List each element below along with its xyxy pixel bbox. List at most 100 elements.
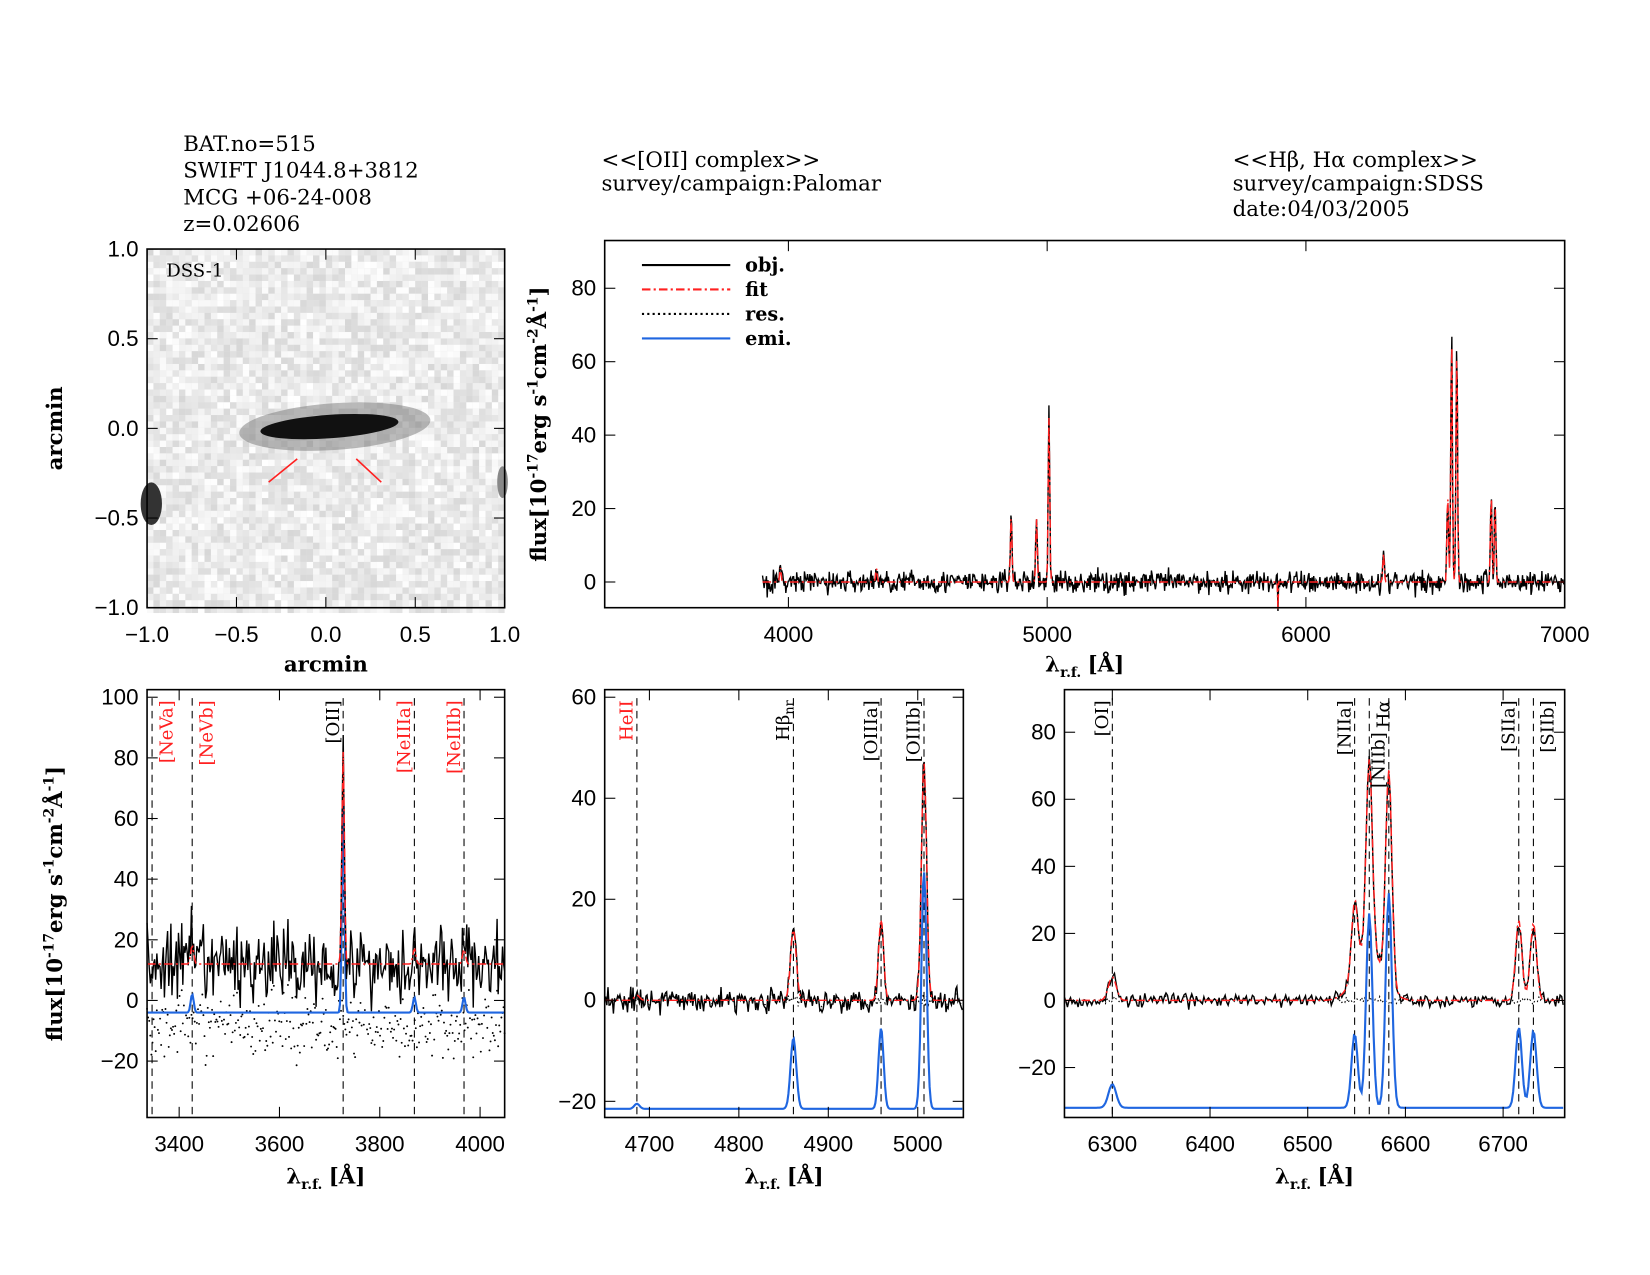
image-pixel [172, 370, 179, 377]
image-pixel [396, 517, 403, 524]
image-pixel [357, 568, 365, 575]
residual-point [198, 1022, 201, 1025]
image-pixel [453, 383, 460, 390]
image-pixel [415, 383, 422, 390]
image-pixel [236, 549, 243, 556]
image-pixel [389, 344, 397, 352]
image-pixel [325, 587, 333, 594]
image-pixel [230, 485, 237, 492]
image-pixel [376, 536, 384, 543]
line-marker-label: [NeIIIb] [444, 700, 465, 774]
image-pixel [332, 332, 339, 339]
residual-point [254, 1049, 257, 1052]
image-pixel [261, 530, 269, 537]
image-pixel [153, 357, 160, 364]
image-pixel [153, 606, 160, 614]
image-pixel [300, 510, 307, 518]
image-pixel [364, 561, 371, 569]
image-pixel [236, 357, 243, 364]
image-pixel [364, 344, 371, 352]
label-part: erg s [43, 874, 68, 933]
image-pixel [268, 504, 275, 511]
image-pixel [300, 523, 307, 531]
image-pixel [230, 312, 237, 320]
image-pixel [249, 485, 256, 492]
image-pixel [421, 332, 429, 339]
image-pixel [383, 293, 390, 301]
image-pixel [178, 581, 186, 588]
image-pixel [230, 593, 237, 601]
image-pixel [376, 338, 384, 345]
image-pixel [198, 383, 205, 390]
image-pixel [147, 606, 154, 614]
image-pixel [287, 274, 294, 281]
image-pixel [147, 268, 154, 275]
residual-point [218, 1015, 221, 1018]
image-pixel [255, 338, 262, 345]
image-pixel [230, 274, 237, 281]
image-pixel [204, 491, 211, 499]
image-pixel [313, 555, 320, 562]
image-pixel [230, 555, 237, 562]
image-pixel [459, 574, 467, 582]
residual-point [363, 1009, 366, 1011]
image-pixel [434, 523, 441, 531]
image-pixel [383, 504, 390, 511]
image-pixel [415, 261, 422, 269]
image-pixel [389, 261, 397, 269]
image-pixel [172, 402, 179, 409]
image-pixel [338, 395, 346, 403]
image-pixel [402, 555, 409, 562]
image-pixel [396, 357, 403, 364]
image-pixel [255, 510, 262, 518]
image-pixel [428, 453, 435, 460]
image-pixel [498, 434, 505, 441]
label-part: Å [43, 791, 68, 809]
residual-point [246, 1033, 249, 1036]
image-pixel [268, 395, 275, 403]
image-pixel [198, 300, 205, 307]
image-pixel [434, 325, 441, 333]
image-pixel [236, 421, 243, 428]
image-label: DSS-1 [166, 261, 223, 282]
image-pixel [402, 319, 409, 326]
x-tick-label: 6400 [1185, 1132, 1235, 1157]
image-pixel [479, 261, 486, 269]
image-pixel [255, 268, 262, 275]
image-pixel [178, 593, 186, 601]
image-pixel [453, 280, 460, 288]
image-pixel [325, 287, 333, 294]
image-pixel [204, 581, 211, 588]
image-pixel [453, 574, 460, 582]
image-pixel [466, 434, 473, 441]
image-pixel [428, 478, 435, 486]
image-pixel [159, 338, 167, 345]
image-pixel [389, 306, 397, 313]
image-pixel [319, 376, 326, 384]
image-pixel [472, 268, 480, 275]
image-pixel [159, 587, 167, 594]
image-pixel [325, 363, 333, 371]
image-pixel [166, 581, 173, 588]
image-pixel [191, 542, 199, 550]
image-pixel [453, 344, 460, 352]
image-pixel [466, 325, 473, 333]
image-pixel [274, 255, 282, 262]
legend-label: res. [745, 302, 785, 325]
image-pixel [274, 498, 282, 505]
image-pixel [268, 357, 275, 364]
residual-point [487, 1005, 490, 1008]
residual-point [174, 1025, 177, 1028]
image-pixel [498, 395, 505, 403]
image-pixel [210, 287, 218, 294]
image-pixel [396, 268, 403, 275]
image-pixel [351, 510, 358, 518]
image-pixel [434, 491, 441, 499]
image-pixel [402, 280, 409, 288]
image-pixel [287, 395, 294, 403]
image-pixel [345, 261, 352, 269]
image-pixel [466, 370, 473, 377]
image-pixel [255, 376, 262, 384]
image-pixel [313, 472, 320, 479]
image-pixel [491, 389, 499, 396]
